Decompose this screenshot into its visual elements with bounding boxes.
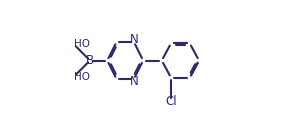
Text: HO: HO bbox=[74, 72, 90, 82]
Text: N: N bbox=[130, 33, 138, 46]
Text: Cl: Cl bbox=[165, 95, 177, 108]
Text: B: B bbox=[86, 54, 94, 67]
Text: HO: HO bbox=[74, 39, 90, 49]
Text: N: N bbox=[130, 75, 138, 88]
